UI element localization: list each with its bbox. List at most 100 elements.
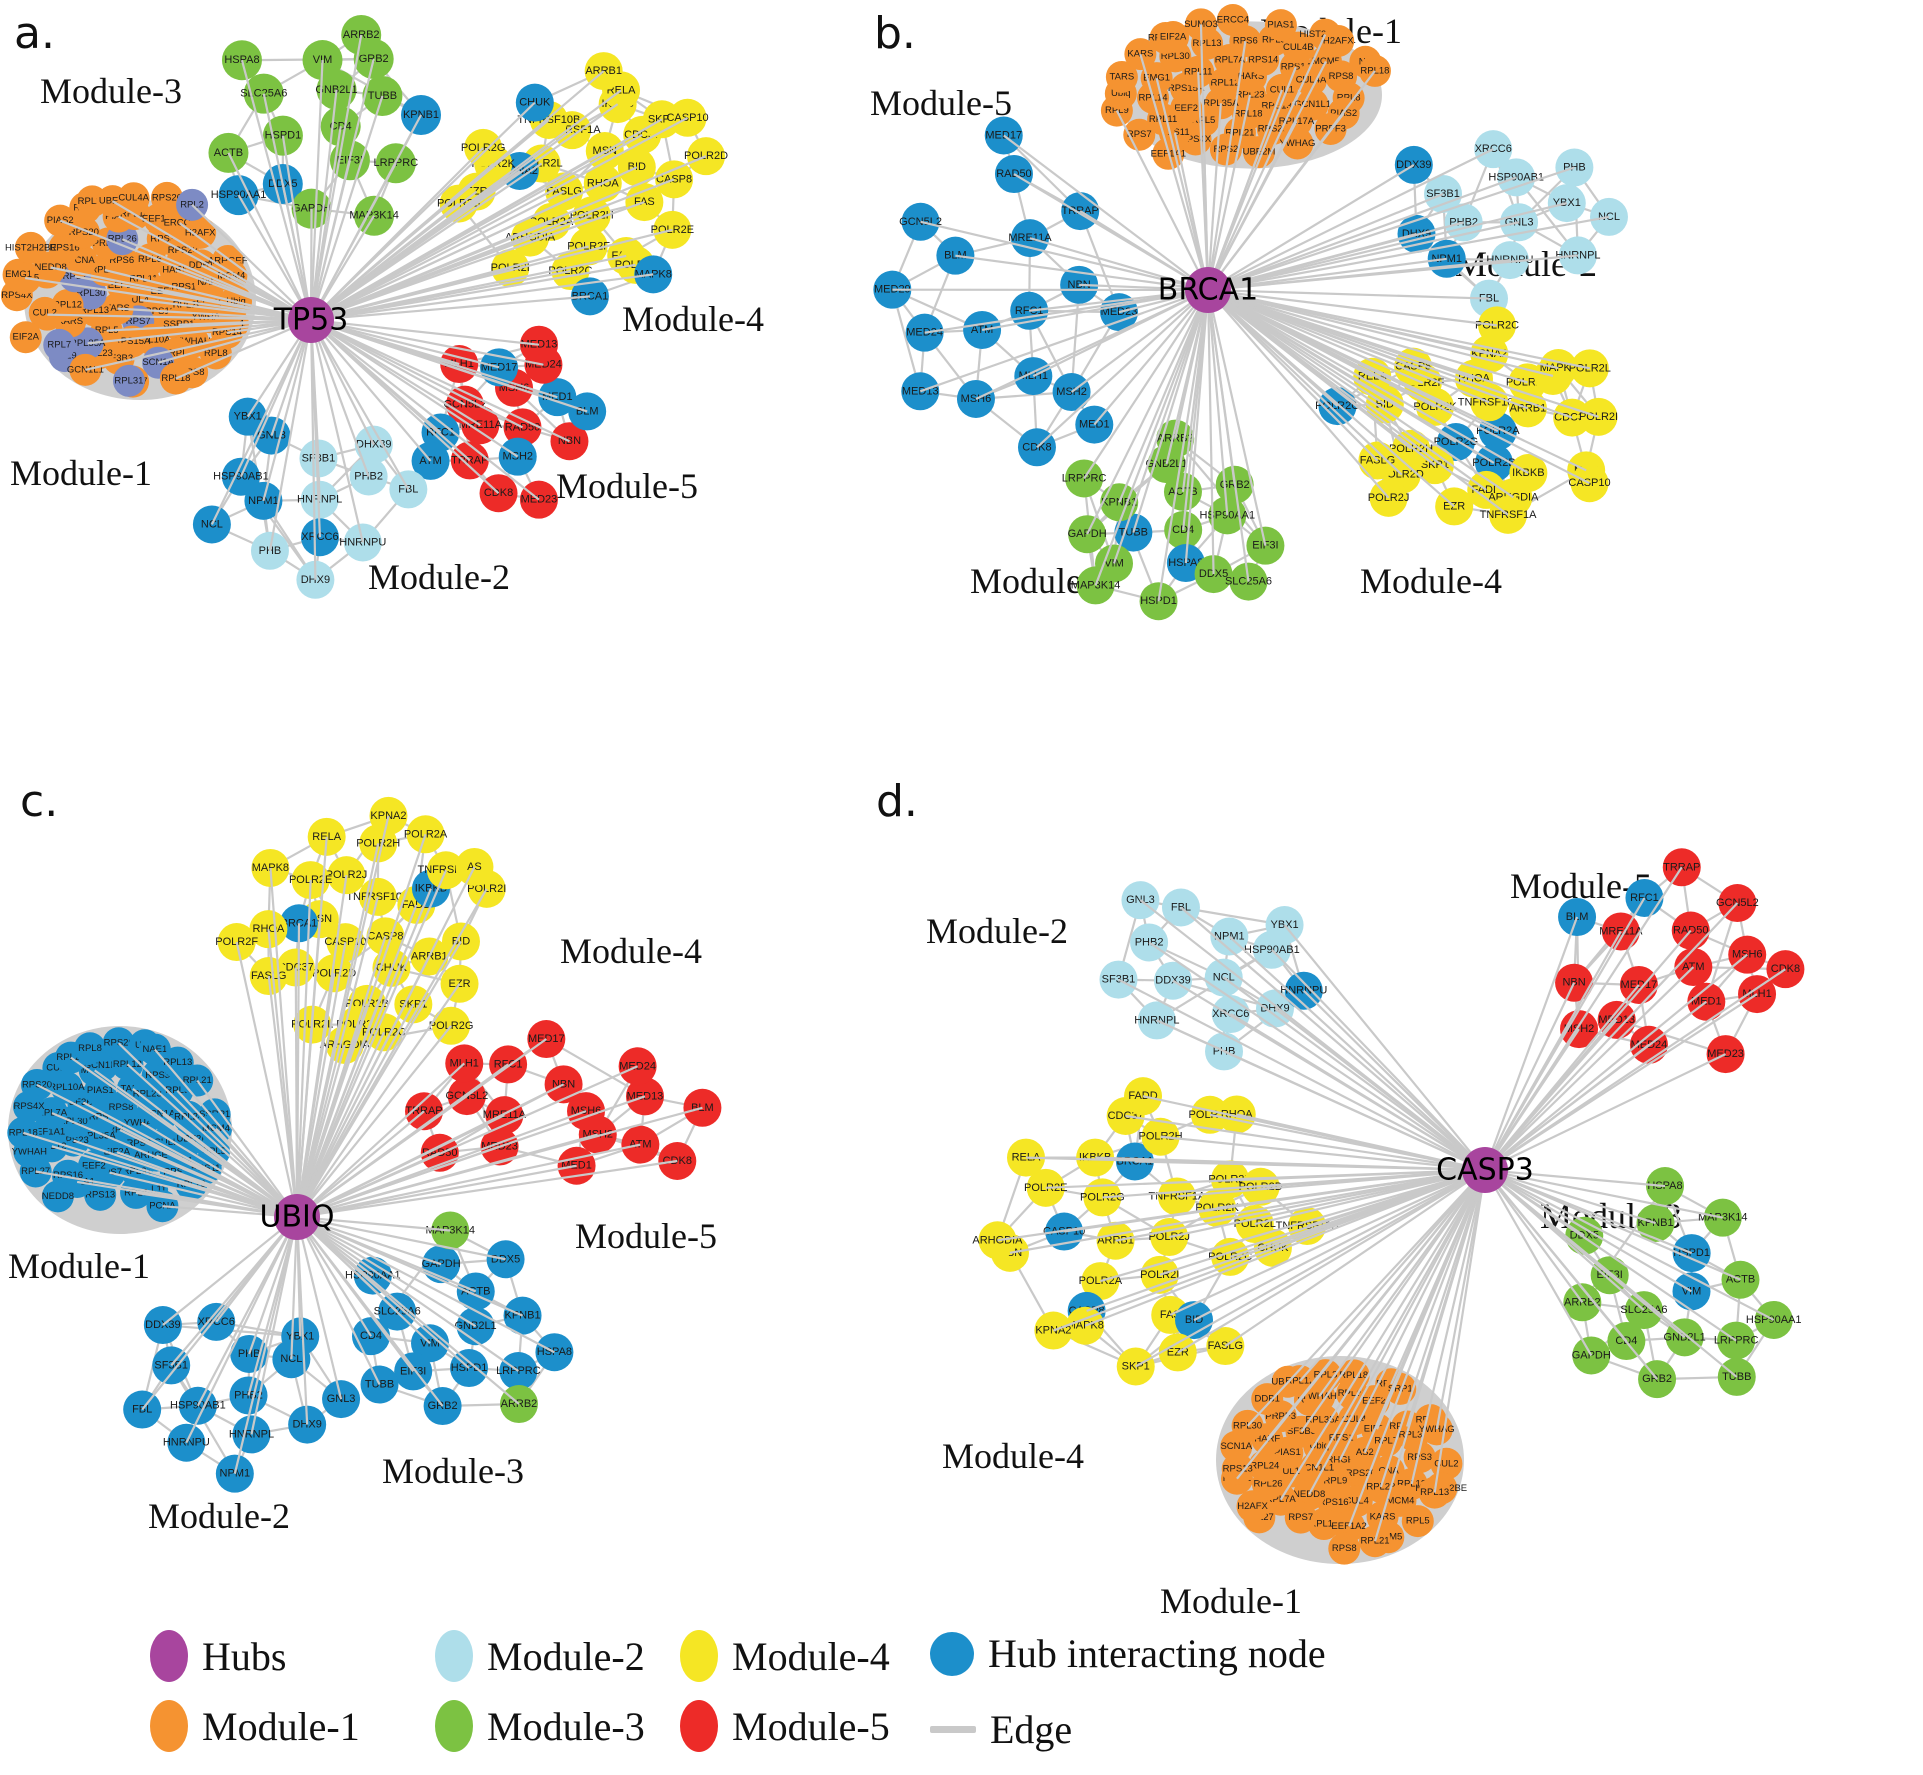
network-node[interactable]: NPM1 — [215, 1454, 254, 1493]
legend-swatch-module-5 — [680, 1700, 718, 1752]
network-node-label: CUL4B — [1283, 42, 1314, 53]
network-node[interactable]: RPS8 — [1328, 1532, 1361, 1565]
network-node[interactable]: MED13 — [901, 372, 940, 411]
network-node[interactable]: SKP1 — [1116, 1347, 1155, 1386]
network-node[interactable]: GRB2 — [423, 1387, 462, 1426]
network-node[interactable]: FASLG — [1206, 1327, 1245, 1366]
network-node[interactable]: KPNB1 — [401, 94, 442, 135]
network-node[interactable]: SF3B1 — [152, 1346, 191, 1385]
network-node[interactable]: CDK8 — [658, 1141, 697, 1180]
network-node[interactable]: HIST2H2BE — [5, 231, 57, 264]
network-node[interactable]: DHX9 — [288, 1405, 327, 1444]
network-node[interactable]: HNRNPL — [229, 1415, 274, 1454]
network-node[interactable]: DDX5 — [486, 1240, 525, 1279]
network-node[interactable]: GNB2L1 — [1664, 1318, 1706, 1357]
network-node[interactable]: RPL5 — [1401, 1505, 1434, 1538]
network-node[interactable]: TP53 — [273, 297, 349, 343]
network-node-label: NEDD8 — [42, 1191, 74, 1202]
network-node[interactable]: RPS20 — [150, 181, 183, 214]
network-node-label: RPS16 — [1318, 1497, 1348, 1508]
network-node-label: RPL24 — [1250, 1460, 1279, 1471]
network-node[interactable]: ACTB — [1721, 1260, 1760, 1299]
network-node[interactable]: CUL4A — [117, 182, 150, 215]
network-node[interactable]: ARRB1 — [1096, 1221, 1135, 1260]
network-node[interactable]: TARS — [1105, 60, 1138, 93]
network-node[interactable]: GNB2L1 — [454, 1307, 497, 1346]
network-node[interactable]: EMG1 — [2, 258, 35, 291]
network-node[interactable]: RPL24 — [1248, 1449, 1281, 1482]
network-node[interactable]: TUBB — [1717, 1357, 1756, 1396]
network-node[interactable]: UBIQ — [260, 1194, 335, 1240]
network-node[interactable]: CUL2 — [28, 296, 61, 329]
network-node[interactable]: CUL4B — [1282, 31, 1315, 64]
network-node[interactable]: RPS2 — [1209, 133, 1242, 166]
network-node[interactable]: RPL3 — [1309, 1359, 1342, 1392]
network-node-label: RPL8 — [1337, 93, 1361, 104]
network-node-label: RELA — [312, 831, 341, 843]
network-node[interactable]: TRRAP — [1061, 192, 1100, 231]
network-node[interactable]: EIF2A — [9, 321, 42, 354]
network-node[interactable]: MSH6 — [956, 379, 995, 418]
network-node[interactable]: MED24 — [905, 313, 944, 352]
network-node-label: RPL35A — [80, 1130, 116, 1141]
network-node[interactable]: RPL21 — [1359, 1525, 1392, 1558]
network-node[interactable]: RPL7 — [43, 328, 76, 361]
network-node-label: RPS20 — [152, 192, 182, 203]
network-node[interactable]: RPS20 — [67, 216, 100, 249]
network-node[interactable]: BRCA1 — [1158, 267, 1259, 313]
network-node[interactable]: NBN — [1555, 963, 1594, 1002]
network-node[interactable]: H2AFX — [1322, 24, 1355, 57]
network-node[interactable]: MLH1 — [1738, 975, 1777, 1014]
network-node[interactable]: EZR — [1158, 1333, 1197, 1372]
network-node[interactable]: POLR2A — [404, 815, 448, 854]
network-node[interactable]: HSP90AA1 — [211, 175, 267, 216]
legend-swatch-module-4 — [680, 1630, 718, 1682]
network-node[interactable]: EIF2A — [1157, 20, 1190, 53]
network-node[interactable]: POLR2D — [684, 137, 728, 176]
network-node[interactable]: RELA — [307, 817, 346, 856]
network-node[interactable]: CASP3 — [1436, 1147, 1534, 1193]
network-node[interactable]: KPNA2 — [369, 796, 408, 835]
network-node[interactable]: LRPPRC — [496, 1352, 541, 1391]
network-node[interactable]: POLR2I — [1140, 1255, 1179, 1294]
network-node-label: RPL18 — [1234, 108, 1263, 119]
network-node[interactable]: MAP3K14 — [1071, 566, 1121, 605]
network-node-label: TUBB — [1722, 1371, 1751, 1383]
network-node[interactable]: RPL31 — [112, 364, 145, 397]
legend-swatch-edge — [930, 1726, 976, 1733]
network-node-label: CUL5 — [154, 1137, 178, 1148]
network-node[interactable]: EZR — [1435, 487, 1474, 526]
network-node[interactable]: RPL8 — [73, 1032, 106, 1065]
network-node[interactable]: MED24 — [618, 1047, 657, 1086]
network-node-label: RPS20 — [69, 227, 99, 238]
network-node[interactable]: PIAS1 — [1264, 9, 1297, 42]
panel-c-module-2-label: Module-2 — [148, 1496, 290, 1536]
network-node-label: HNRNPL — [1134, 1014, 1179, 1026]
network-node-label: FBL — [1171, 901, 1191, 913]
network-node[interactable]: HNRNPL — [1134, 1001, 1179, 1040]
network-node[interactable]: MAPK8 — [251, 848, 290, 887]
network-node[interactable]: H2AFX — [1236, 1490, 1269, 1523]
network-node-label: POLR2A — [404, 828, 448, 840]
network-node[interactable]: MAP3K14 — [1698, 1198, 1748, 1237]
network-node[interactable]: VIM — [302, 40, 343, 81]
network-node[interactable]: RPS3 — [1403, 1441, 1436, 1474]
network-node[interactable]: MSH2 — [1052, 373, 1091, 412]
network-node[interactable]: FASLG — [249, 957, 288, 996]
legend-label-module-5: Module-5 — [732, 1703, 890, 1749]
network-node-label: RPL35A — [1203, 98, 1239, 109]
network-node-label: HSP90AA1 — [211, 189, 267, 201]
network-node[interactable]: BLM — [683, 1088, 722, 1127]
network-node[interactable]: RPS7 — [1123, 118, 1156, 151]
network-node[interactable]: NEDD8 — [42, 1180, 74, 1213]
legend-item-module-2: Module-2 — [435, 1630, 645, 1682]
network-node[interactable]: PHB2 — [1130, 923, 1169, 962]
network-node[interactable]: GAPDH — [1572, 1336, 1611, 1375]
network-node[interactable]: RAD50 — [1671, 911, 1710, 950]
panel-d-module-2-label: Module-2 — [926, 911, 1068, 951]
network-node[interactable]: RPL11 — [1182, 55, 1215, 88]
network-node[interactable]: ERCC4 — [1217, 3, 1249, 36]
panel-a-network: CUL4BRPS13RPS7TARSEEF1ARPL11EEF2RPL10ARP… — [0, 14, 728, 599]
network-node[interactable]: CUL4 — [1340, 1485, 1373, 1518]
network-node[interactable]: H2AFX — [184, 216, 217, 249]
